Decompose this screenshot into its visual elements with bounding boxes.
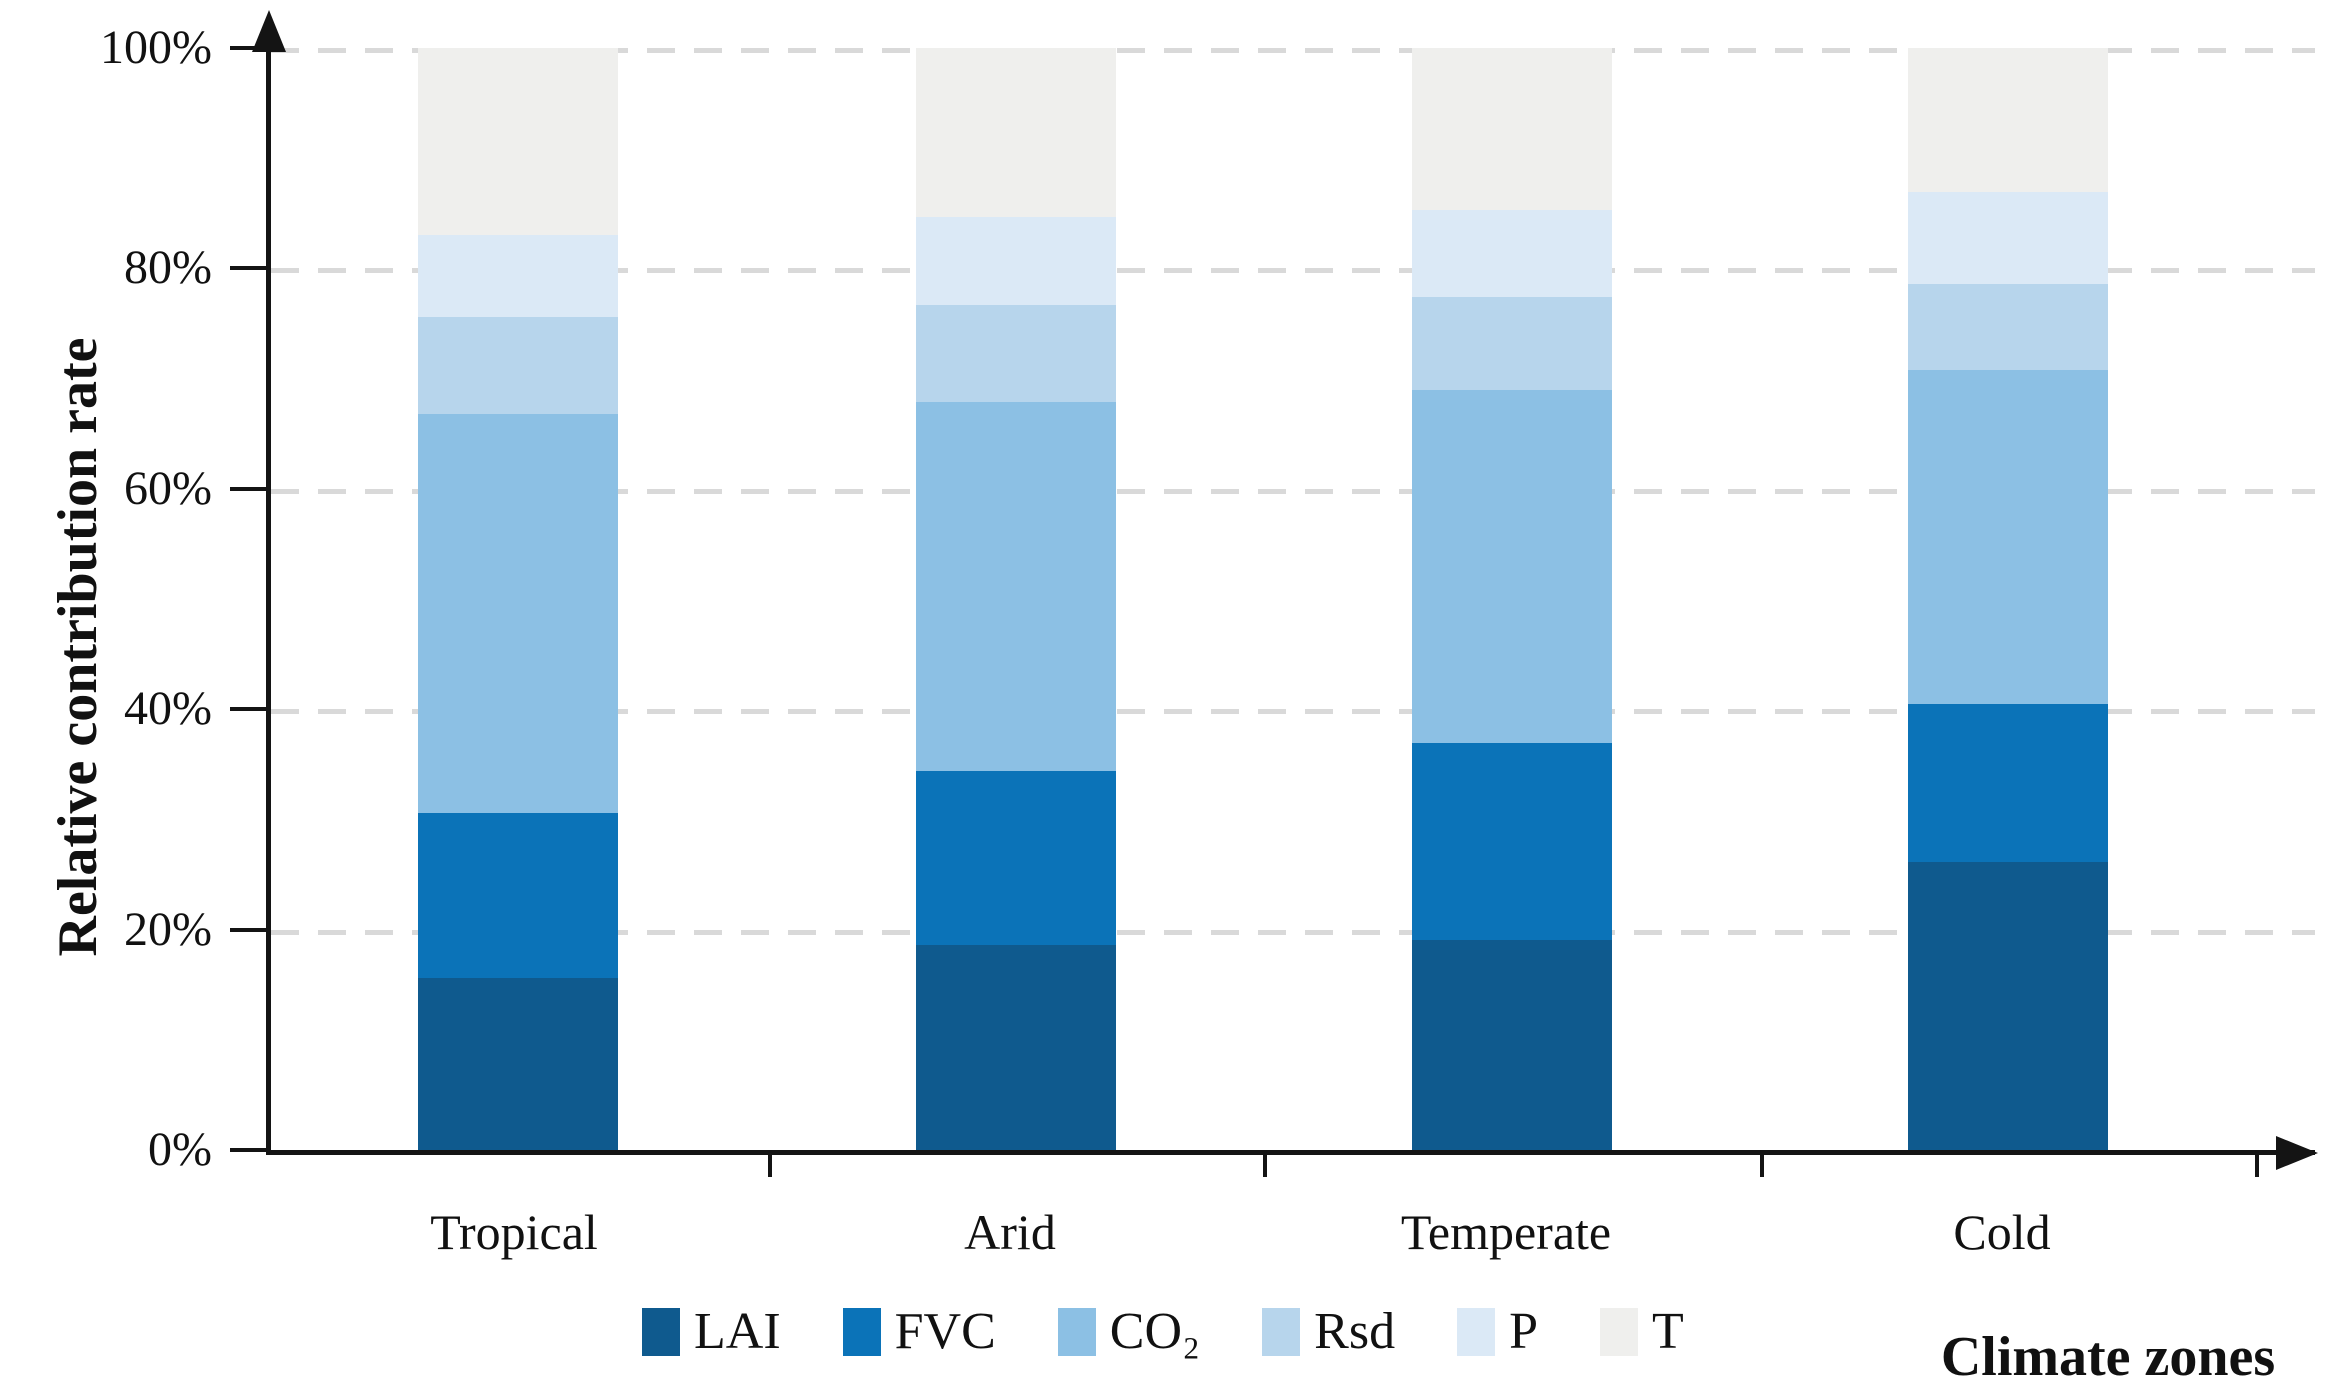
legend-swatch-CO₂ <box>1057 1308 1096 1356</box>
bar-segment-CO₂ <box>1412 389 1612 744</box>
legend-label-T: T <box>1652 1303 1684 1360</box>
legend-label-Rsd: Rsd <box>1314 1303 1396 1360</box>
gridline-20 <box>271 929 2315 935</box>
bar-segment-P <box>418 235 618 317</box>
bar-segment-P <box>1908 192 2108 284</box>
bar-segment-P <box>916 216 1116 305</box>
y-tick-label-20: 20% <box>124 902 212 956</box>
y-tick-20 <box>230 927 266 932</box>
bar-segment-T <box>916 48 1116 217</box>
legend-label-LAI: LAI <box>694 1303 781 1360</box>
legend-item-Rsd: Rsd <box>1262 1300 1395 1364</box>
gridline-60 <box>271 488 2315 494</box>
bar-segment-CO₂ <box>916 401 1116 771</box>
bar-column-tropical <box>418 48 618 1150</box>
y-tick-label-60: 60% <box>124 461 212 515</box>
bar-segment-LAI <box>418 978 618 1150</box>
bar-segment-CO₂ <box>1908 369 2108 704</box>
bar-segment-LAI <box>1908 862 2108 1150</box>
bar-segment-T <box>418 48 618 236</box>
bar-segment-T <box>1908 48 2108 193</box>
legend: LAI FVC CO₂ Rsd P T <box>642 1300 1684 1364</box>
x-axis-arrow-icon <box>2276 1136 2318 1170</box>
y-tick-label-40: 40% <box>124 682 212 736</box>
x-category-label-tropical: Tropical <box>430 1204 598 1260</box>
x-tick-4 <box>2255 1155 2259 1177</box>
bar-segment-Rsd <box>418 316 618 414</box>
legend-swatch-P <box>1457 1308 1496 1356</box>
y-tick-40 <box>230 707 266 712</box>
legend-label-CO₂: CO₂ <box>1109 1303 1201 1360</box>
bar-segment-FVC <box>1412 743 1612 940</box>
bar-segment-T <box>1412 48 1612 211</box>
y-tick-80 <box>230 266 266 271</box>
x-axis-title: Climate zones <box>1940 1326 2276 1388</box>
y-tick-60 <box>230 486 266 491</box>
x-tick-1 <box>768 1155 772 1177</box>
bar-column-arid <box>916 48 1116 1150</box>
bar-segment-CO₂ <box>418 413 618 813</box>
y-axis-arrow-icon <box>252 10 286 52</box>
x-tick-2 <box>1263 1155 1267 1177</box>
legend-item-CO₂: CO₂ <box>1057 1300 1201 1364</box>
bar-segment-Rsd <box>1412 297 1612 390</box>
x-category-label-arid: Arid <box>964 1204 1056 1260</box>
bar-segment-P <box>1412 210 1612 298</box>
bar-segment-LAI <box>1412 939 1612 1150</box>
legend-item-FVC: FVC <box>842 1300 996 1364</box>
legend-item-LAI: LAI <box>642 1300 781 1364</box>
legend-item-T: T <box>1600 1300 1684 1364</box>
legend-swatch-LAI <box>642 1308 680 1356</box>
gridline-40 <box>271 709 2315 715</box>
legend-item-P: P <box>1457 1300 1538 1364</box>
y-tick-label-80: 80% <box>124 241 212 295</box>
legend-swatch-FVC <box>842 1308 881 1356</box>
legend-label-FVC: FVC <box>894 1303 996 1360</box>
x-category-label-cold: Cold <box>1953 1204 2051 1260</box>
y-tick-label-100: 100% <box>100 21 212 74</box>
y-tick-0 <box>230 1148 266 1152</box>
bar-segment-LAI <box>916 945 1116 1150</box>
y-tick-100 <box>230 46 266 50</box>
bar-column-temperate <box>1412 48 1612 1150</box>
bar-column-cold <box>1908 48 2108 1150</box>
gridline-80 <box>271 268 2315 274</box>
legend-swatch-Rsd <box>1262 1308 1301 1356</box>
bar-segment-FVC <box>916 770 1116 946</box>
gridline-100 <box>271 48 2315 53</box>
legend-label-P: P <box>1509 1303 1539 1360</box>
bar-segment-FVC <box>1908 703 2108 863</box>
bar-segment-Rsd <box>1908 283 2108 370</box>
x-category-label-temperate: Temperate <box>1400 1204 1612 1260</box>
bar-segment-FVC <box>418 812 618 979</box>
bar-segment-Rsd <box>916 304 1116 402</box>
x-tick-3 <box>1760 1155 1764 1177</box>
legend-swatch-T <box>1600 1308 1639 1356</box>
plot-area <box>230 46 2315 1177</box>
y-tick-label-0: 0% <box>148 1123 212 1176</box>
